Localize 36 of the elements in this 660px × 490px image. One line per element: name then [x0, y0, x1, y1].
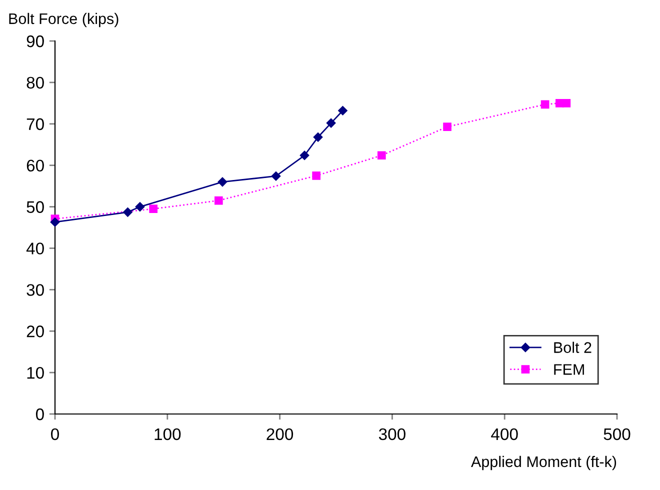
x-tick-label: 400	[491, 428, 518, 440]
point	[123, 208, 132, 217]
y-tick-label: 30	[26, 284, 44, 296]
y-tick-label: 10	[27, 366, 44, 379]
point	[271, 171, 281, 181]
x-tick-label: 100	[154, 428, 181, 440]
point	[218, 177, 228, 187]
point	[326, 118, 336, 128]
x-tick-label: 200	[266, 428, 294, 440]
x-axis-title: Applied Moment (ft-k)	[471, 456, 616, 470]
x-tick-label: 500	[604, 428, 630, 440]
point	[338, 106, 348, 116]
y-tick-label: 40	[26, 242, 44, 254]
point	[312, 172, 320, 180]
point	[540, 100, 550, 109]
point	[562, 99, 571, 108]
y-tick-label: 70	[26, 118, 44, 130]
point	[149, 204, 158, 214]
point	[135, 202, 145, 212]
y-tick-label: 20	[26, 326, 44, 338]
y-tick-label: 80	[26, 76, 44, 89]
legend-label: FEM	[554, 364, 584, 375]
y-tick-label: 90	[26, 35, 44, 48]
point	[50, 217, 60, 227]
y-axis-title: Bolt Force (kips)	[9, 12, 118, 28]
point	[300, 150, 310, 160]
legend-label: Bolt 2	[554, 342, 592, 353]
x-tick-label: 0	[51, 428, 59, 440]
point	[377, 151, 386, 160]
y-tick-label: 50	[26, 201, 44, 213]
point	[443, 122, 452, 131]
x-tick-label: 300	[378, 428, 406, 440]
y-tick-label: 0	[36, 408, 44, 420]
point	[313, 132, 323, 142]
y-tick-label: 60	[26, 160, 44, 172]
point	[214, 196, 223, 205]
